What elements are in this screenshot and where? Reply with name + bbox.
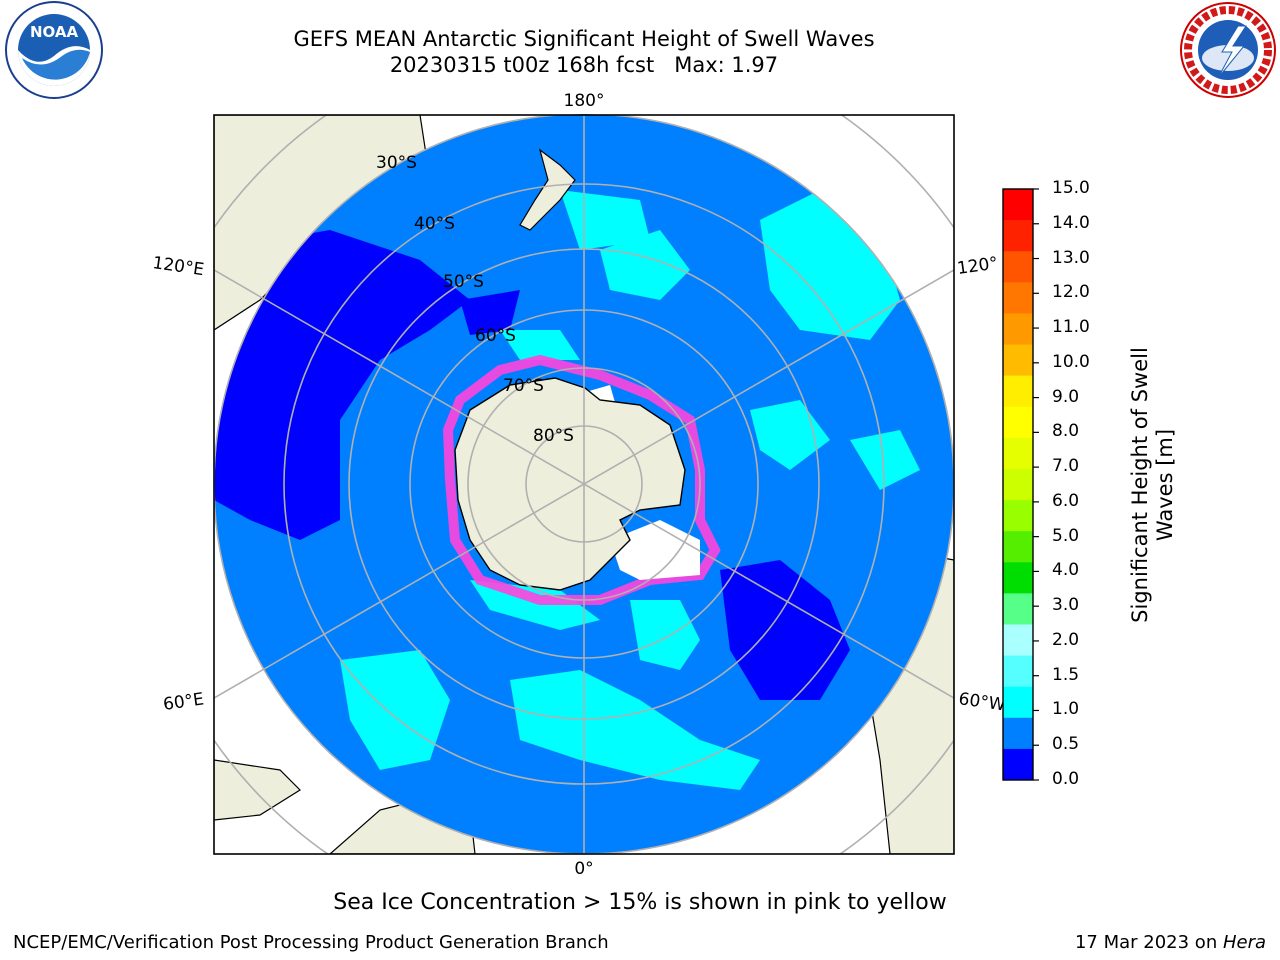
colorbar-tick-label: 11.0 xyxy=(1052,317,1090,338)
colorbar-swatch xyxy=(1003,189,1033,221)
noaa-logo-icon: NOAA xyxy=(5,1,103,99)
map-title: GEFS MEAN Antarctic Significant Height o… xyxy=(293,27,875,51)
colorbar-swatch xyxy=(1003,748,1033,781)
sea-ice-caption: Sea Ice Concentration > 15% is shown in … xyxy=(333,890,947,915)
lon-label-60e: 60°E xyxy=(162,689,205,714)
lat-label-30s: 30°S xyxy=(376,153,417,173)
colorbar-swatch xyxy=(1003,717,1033,750)
map-subtitle: 20230315 t00z 168h fcst Max: 1.97 xyxy=(389,53,779,77)
colorbar-swatch xyxy=(1003,282,1033,314)
colorbar-tick-label: 6.0 xyxy=(1052,490,1080,511)
colorbar-swatch xyxy=(1003,655,1033,688)
noaa-logo-text: NOAA xyxy=(30,23,79,41)
colorbar-swatch xyxy=(1003,220,1033,252)
lon-label-0: 0° xyxy=(574,859,593,879)
colorbar-tick-label: 5.0 xyxy=(1052,525,1080,546)
colorbar-tick-label: 4.0 xyxy=(1052,560,1080,581)
lat-label-40s: 40°S xyxy=(414,214,455,234)
lat-label-60s: 60°S xyxy=(475,326,516,346)
colorbar-swatch xyxy=(1003,251,1033,283)
colorbar-tick-label: 14.0 xyxy=(1052,212,1090,233)
colorbar-tick-label: 10.0 xyxy=(1052,351,1090,372)
lon-label-180: 180° xyxy=(564,91,605,111)
colorbar-tick-label: 0.0 xyxy=(1052,769,1080,789)
lat-label-70s: 70°S xyxy=(503,376,544,396)
colorbar-tick-label: 15.0 xyxy=(1052,178,1090,198)
lat-label-50s: 50°S xyxy=(443,272,484,292)
colorbar-tick-label: 12.0 xyxy=(1052,282,1090,303)
colorbar-swatch xyxy=(1003,468,1033,501)
lon-label-120w: 120° xyxy=(956,253,999,279)
colorbar-tick-label: 0.5 xyxy=(1052,734,1080,755)
footer-branch: NCEP/EMC/Verification Post Processing Pr… xyxy=(13,932,609,953)
colorbar-swatch xyxy=(1003,313,1033,346)
colorbar-tick-label: 9.0 xyxy=(1052,386,1080,407)
lon-label-120e: 120°E xyxy=(151,253,205,280)
colorbar-swatch xyxy=(1003,686,1033,719)
colorbar-swatch xyxy=(1003,593,1033,625)
colorbar-tick-label: 13.0 xyxy=(1052,247,1090,268)
colorbar-tick-label: 3.0 xyxy=(1052,595,1080,616)
colorbar-swatch xyxy=(1003,375,1033,408)
colorbar-swatch xyxy=(1003,531,1033,563)
lon-label-60w: 60°W xyxy=(957,689,1006,715)
nws-logo-icon xyxy=(1180,2,1276,98)
graticule xyxy=(214,115,954,854)
colorbar-swatch xyxy=(1003,406,1033,439)
colorbar-tick-label: 1.0 xyxy=(1052,699,1080,720)
colorbar-tick-label: 1.5 xyxy=(1052,664,1080,685)
colorbar-swatch xyxy=(1003,437,1033,470)
colorbar-tick-label: 2.0 xyxy=(1052,629,1080,650)
colorbar-tick-label: 8.0 xyxy=(1052,421,1080,442)
colorbar-swatch xyxy=(1003,500,1033,532)
colorbar xyxy=(1002,188,1039,781)
colorbar-title: Significant Height of Swell Waves [m] xyxy=(1128,347,1177,623)
colorbar-frame xyxy=(1002,188,1034,781)
colorbar-swatch xyxy=(1003,562,1033,594)
lat-label-80s: 80°S xyxy=(533,426,574,446)
colorbar-swatch xyxy=(1003,344,1033,377)
colorbar-tick-label: 7.0 xyxy=(1052,456,1080,477)
footer-date: 17 Mar 2023 on Hera xyxy=(1074,932,1266,953)
colorbar-swatch xyxy=(1003,624,1033,657)
map-frame xyxy=(213,114,955,855)
